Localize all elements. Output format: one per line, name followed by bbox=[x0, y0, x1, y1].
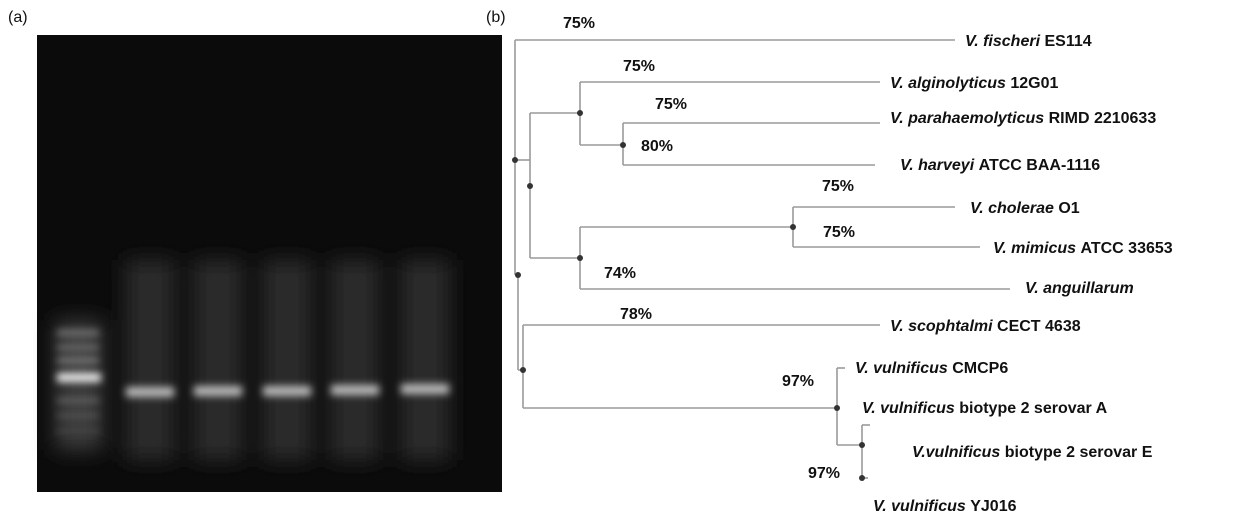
species-name: V. alginolyticus bbox=[890, 75, 1006, 92]
species-name: V. vulnificus bbox=[855, 360, 948, 377]
bootstrap-value: 78% bbox=[620, 306, 652, 323]
leaf-label: V. scophtalmi CECT 4638 bbox=[890, 318, 1081, 335]
species-name: V. cholerae bbox=[970, 200, 1054, 217]
strain-name: RIMD 2210633 bbox=[1049, 110, 1157, 127]
strain-name: O1 bbox=[1058, 200, 1079, 217]
species-name: V. vulnificus bbox=[862, 400, 955, 417]
strain-name: biotype 2 serovar E bbox=[1005, 444, 1153, 461]
species-name: V.vulnificus bbox=[912, 444, 1000, 461]
species-name: V. mimicus bbox=[993, 240, 1076, 257]
species-name: V. parahaemolyticus bbox=[890, 110, 1044, 127]
leaf-label: V. fischeri ES114 bbox=[965, 33, 1092, 50]
bootstrap-value: 80% bbox=[641, 138, 673, 155]
species-name: V. anguillarum bbox=[1025, 280, 1134, 297]
panel-label: (a) bbox=[8, 9, 28, 26]
bootstrap-value: 74% bbox=[604, 265, 636, 282]
leaf-label: V. vulnificus CMCP6 bbox=[855, 360, 1008, 377]
strain-name: CMCP6 bbox=[952, 360, 1008, 377]
leaf-label: V. alginolyticus 12G01 bbox=[890, 75, 1058, 92]
strain-name: ATCC 33653 bbox=[1080, 240, 1172, 257]
leaf-label: V. anguillarum bbox=[1025, 280, 1134, 297]
strain-name: biotype 2 serovar A bbox=[959, 400, 1107, 417]
bootstrap-values: 75% 75% 75% 80% 75% 75% 74% 78% 97% 97% bbox=[563, 15, 855, 482]
species-name: V. harveyi bbox=[900, 157, 975, 174]
leaf-label: V. cholerae O1 bbox=[970, 200, 1080, 217]
leaf-label: V.vulnificus biotype 2 serovar E bbox=[912, 444, 1153, 461]
species-name: V. vulnificus bbox=[873, 498, 966, 514]
strain-name: ATCC BAA-1116 bbox=[979, 157, 1101, 174]
leaf-label: V. vulnificus biotype 2 serovar A bbox=[862, 400, 1108, 417]
leaf-label: V. harveyi ATCC BAA-1116 bbox=[900, 157, 1100, 174]
bootstrap-value: 75% bbox=[563, 15, 595, 32]
bootstrap-value: 75% bbox=[655, 96, 687, 113]
bootstrap-value: 75% bbox=[823, 224, 855, 241]
strain-name: 12G01 bbox=[1010, 75, 1058, 92]
leaf-label: V. mimicus ATCC 33653 bbox=[993, 240, 1173, 257]
species-name: V. scophtalmi bbox=[890, 318, 993, 335]
figure: (a) (b) bbox=[0, 0, 1242, 514]
bootstrap-value: 97% bbox=[782, 373, 814, 390]
strain-name: ES114 bbox=[1044, 33, 1091, 50]
gel-image bbox=[37, 35, 502, 492]
strain-name: YJ016 bbox=[970, 498, 1016, 514]
bootstrap-value: 75% bbox=[822, 178, 854, 195]
leaf-label: V. parahaemolyticus RIMD 2210633 bbox=[890, 110, 1156, 127]
species-name: V. fischeri bbox=[965, 33, 1041, 50]
bootstrap-value: 97% bbox=[808, 465, 840, 482]
bootstrap-value: 75% bbox=[623, 58, 655, 75]
panel-label: (b) bbox=[486, 9, 506, 26]
strain-name: CECT 4638 bbox=[997, 318, 1081, 335]
leaf-label: V. vulnificus YJ016 bbox=[873, 498, 1017, 514]
